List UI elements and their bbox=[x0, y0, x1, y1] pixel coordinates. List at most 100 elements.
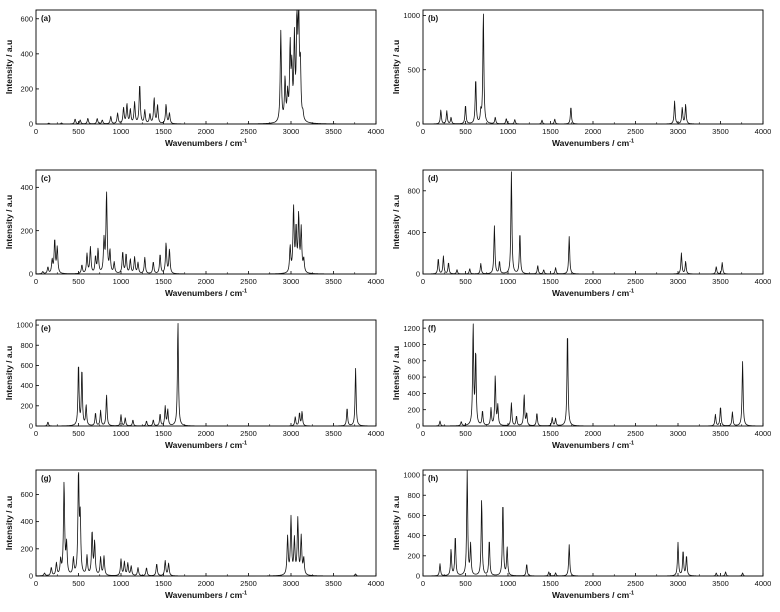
y-tick-label: 0 bbox=[416, 572, 420, 581]
panel-label: (f) bbox=[428, 324, 436, 333]
x-axis-label: Wavenumbers / cm-1 bbox=[552, 288, 634, 298]
x-tick-label: 3000 bbox=[283, 127, 300, 136]
x-axis-label-superscript: -1 bbox=[629, 591, 634, 597]
x-tick-label: 500 bbox=[459, 277, 472, 286]
x-tick-label: 2500 bbox=[240, 429, 257, 438]
y-tick-label: 200 bbox=[20, 544, 33, 553]
x-tick-label: 0 bbox=[34, 429, 38, 438]
x-tick-label: 3500 bbox=[712, 579, 729, 588]
x-axis-label-text: Wavenumbers / cm bbox=[165, 440, 243, 450]
y-tick-label: 0 bbox=[29, 270, 33, 279]
x-tick-label: 3500 bbox=[712, 429, 729, 438]
x-tick-label: 1500 bbox=[542, 429, 559, 438]
y-tick-label: 0 bbox=[416, 422, 420, 431]
y-tick-label: 400 bbox=[407, 531, 420, 540]
x-tick-label: 2500 bbox=[240, 579, 257, 588]
y-tick-label: 1000 bbox=[16, 321, 33, 330]
x-tick-label: 3500 bbox=[325, 277, 342, 286]
x-tick-label: 2000 bbox=[585, 579, 602, 588]
y-tick-label: 600 bbox=[20, 490, 33, 499]
x-tick-label: 1500 bbox=[542, 127, 559, 136]
x-tick-label: 0 bbox=[421, 579, 425, 588]
x-axis-label-superscript: -1 bbox=[242, 441, 247, 447]
x-axis-label-text: Wavenumbers / cm bbox=[552, 138, 630, 148]
y-tick-label: 0 bbox=[29, 572, 33, 581]
spectrum-panel-5: 0 500 1000 1500 2000 2500 3000 3500 4000 0 200 400 6… bbox=[4, 319, 385, 450]
x-tick-label: 3000 bbox=[670, 429, 687, 438]
x-tick-label: 3500 bbox=[325, 127, 342, 136]
x-axis-label-text: Wavenumbers / cm bbox=[552, 590, 630, 600]
y-tick-label: 0 bbox=[416, 120, 420, 129]
x-tick-label: 500 bbox=[459, 579, 472, 588]
x-axis-label-superscript: -1 bbox=[242, 139, 247, 145]
y-tick-label: 0 bbox=[29, 120, 33, 129]
x-tick-label: 4000 bbox=[755, 429, 772, 438]
x-tick-label: 0 bbox=[34, 579, 38, 588]
y-tick-label: 200 bbox=[20, 401, 33, 410]
y-axis-label: Intensity / a.u bbox=[4, 496, 14, 550]
x-tick-label: 500 bbox=[459, 429, 472, 438]
plot-frame bbox=[422, 469, 764, 577]
plot-frame bbox=[422, 9, 764, 125]
x-axis-label: Wavenumbers / cm-1 bbox=[165, 590, 247, 600]
y-tick-label: 400 bbox=[407, 228, 420, 237]
y-tick-label: 600 bbox=[20, 361, 33, 370]
y-tick-label: 600 bbox=[20, 14, 33, 23]
x-tick-label: 2000 bbox=[585, 277, 602, 286]
y-tick-label: 800 bbox=[20, 341, 33, 350]
y-tick-label: 400 bbox=[20, 381, 33, 390]
x-tick-label: 3500 bbox=[712, 127, 729, 136]
y-tick-label: 400 bbox=[20, 517, 33, 526]
y-axis-label: Intensity / a.u bbox=[391, 496, 401, 550]
x-axis-label: Wavenumbers / cm-1 bbox=[165, 138, 247, 148]
x-tick-label: 1000 bbox=[113, 127, 130, 136]
spectrum-line bbox=[422, 469, 764, 577]
x-tick-label: 500 bbox=[72, 277, 85, 286]
x-tick-label: 4000 bbox=[755, 579, 772, 588]
y-tick-label: 0 bbox=[29, 422, 33, 431]
spectrum-panel-6: 0 500 1000 1500 2000 2500 3000 3500 4000 0 200 400 6… bbox=[391, 319, 772, 450]
x-tick-label: 0 bbox=[421, 127, 425, 136]
x-tick-label: 1000 bbox=[500, 579, 517, 588]
x-tick-label: 2000 bbox=[198, 429, 215, 438]
y-tick-label: 600 bbox=[407, 511, 420, 520]
x-tick-label: 4000 bbox=[368, 429, 385, 438]
x-tick-label: 1500 bbox=[155, 127, 172, 136]
x-tick-label: 500 bbox=[72, 429, 85, 438]
x-tick-label: 3000 bbox=[670, 579, 687, 588]
x-axis-label: Wavenumbers / cm-1 bbox=[552, 440, 634, 450]
plot-frame bbox=[422, 169, 764, 275]
x-tick-label: 2500 bbox=[627, 277, 644, 286]
x-tick-label: 0 bbox=[421, 277, 425, 286]
x-tick-label: 3500 bbox=[712, 277, 729, 286]
x-axis-label: Wavenumbers / cm-1 bbox=[552, 138, 634, 148]
x-tick-label: 3000 bbox=[670, 277, 687, 286]
panel-label: (b) bbox=[428, 14, 439, 23]
spectrum-panel-3: 0 500 1000 1500 2000 2500 3000 3500 4000 0 200 400 (… bbox=[4, 169, 385, 298]
x-tick-label: 4000 bbox=[368, 277, 385, 286]
x-tick-label: 1000 bbox=[113, 277, 130, 286]
spectrum-panel-7: 0 500 1000 1500 2000 2500 3000 3500 4000 0 200 400 6… bbox=[4, 469, 385, 600]
x-tick-label: 1500 bbox=[155, 277, 172, 286]
x-tick-label: 4000 bbox=[755, 277, 772, 286]
y-axis-label: Intensity / a.u bbox=[4, 195, 14, 249]
panel-label: (d) bbox=[428, 174, 439, 183]
y-tick-label: 800 bbox=[407, 186, 420, 195]
x-tick-label: 2000 bbox=[585, 429, 602, 438]
x-axis-label-text: Wavenumbers / cm bbox=[552, 288, 630, 298]
x-tick-label: 2500 bbox=[240, 127, 257, 136]
y-tick-label: 200 bbox=[407, 405, 420, 414]
y-tick-label: 400 bbox=[407, 389, 420, 398]
x-tick-label: 4000 bbox=[368, 579, 385, 588]
x-tick-label: 4000 bbox=[755, 127, 772, 136]
x-axis-label: Wavenumbers / cm-1 bbox=[165, 288, 247, 298]
spectrum-line bbox=[35, 472, 377, 577]
y-axis-label: Intensity / a.u bbox=[391, 40, 401, 94]
y-axis-label: Intensity / a.u bbox=[391, 346, 401, 400]
x-axis-label-superscript: -1 bbox=[629, 139, 634, 145]
spectrum-line bbox=[35, 9, 377, 125]
x-tick-label: 3000 bbox=[283, 429, 300, 438]
y-tick-label: 400 bbox=[20, 183, 33, 192]
y-tick-label: 200 bbox=[20, 85, 33, 94]
